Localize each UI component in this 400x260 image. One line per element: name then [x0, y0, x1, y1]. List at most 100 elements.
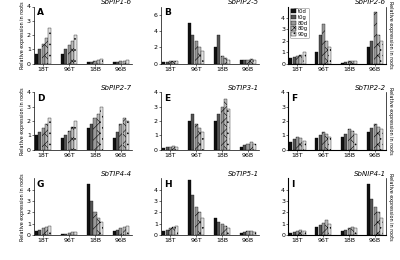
- Bar: [198, 128, 201, 150]
- Bar: [166, 230, 168, 235]
- Text: C: C: [291, 8, 298, 17]
- Bar: [348, 229, 351, 235]
- Bar: [351, 227, 354, 235]
- Bar: [354, 229, 357, 235]
- Bar: [348, 129, 351, 149]
- Bar: [198, 212, 201, 235]
- Bar: [64, 233, 67, 235]
- Bar: [370, 128, 373, 150]
- Bar: [162, 62, 165, 64]
- Y-axis label: Relative expression in roots: Relative expression in roots: [388, 1, 393, 69]
- Bar: [162, 148, 165, 150]
- Text: G: G: [37, 180, 44, 189]
- Bar: [42, 229, 45, 235]
- Bar: [341, 231, 344, 235]
- Bar: [322, 223, 325, 235]
- Bar: [48, 28, 51, 64]
- Bar: [94, 212, 96, 235]
- Bar: [172, 61, 175, 64]
- Bar: [328, 137, 332, 150]
- Bar: [240, 233, 243, 235]
- Bar: [68, 233, 71, 235]
- Bar: [341, 63, 344, 64]
- Bar: [253, 60, 256, 64]
- Bar: [227, 229, 230, 235]
- Bar: [293, 232, 296, 235]
- Bar: [172, 146, 175, 150]
- Bar: [38, 132, 42, 150]
- Bar: [246, 60, 250, 64]
- Bar: [302, 141, 306, 150]
- Bar: [370, 199, 373, 235]
- Bar: [302, 231, 306, 235]
- Bar: [113, 231, 116, 235]
- Bar: [224, 226, 227, 235]
- Bar: [100, 222, 103, 235]
- Y-axis label: Relative expression in roots: Relative expression in roots: [20, 1, 25, 69]
- Bar: [126, 60, 129, 64]
- Bar: [344, 62, 348, 64]
- Bar: [97, 60, 100, 64]
- Bar: [126, 121, 129, 150]
- Bar: [377, 35, 380, 64]
- Bar: [116, 62, 119, 64]
- Bar: [367, 184, 370, 235]
- Bar: [188, 23, 191, 64]
- Bar: [61, 234, 64, 235]
- Bar: [176, 147, 178, 150]
- Bar: [94, 61, 96, 64]
- Bar: [61, 138, 64, 149]
- Bar: [322, 132, 325, 150]
- Bar: [188, 121, 191, 150]
- Bar: [94, 118, 96, 150]
- Bar: [253, 144, 256, 149]
- Y-axis label: Relative expression in roots: Relative expression in roots: [20, 173, 25, 240]
- Bar: [71, 41, 74, 64]
- Y-axis label: Relative expression in roots: Relative expression in roots: [388, 173, 393, 240]
- Bar: [38, 49, 42, 64]
- Bar: [45, 227, 48, 235]
- Bar: [74, 35, 77, 64]
- Bar: [38, 230, 42, 235]
- Bar: [221, 107, 224, 150]
- Bar: [214, 218, 217, 235]
- Bar: [302, 52, 306, 64]
- Bar: [201, 132, 204, 150]
- Bar: [243, 145, 246, 150]
- Bar: [374, 124, 377, 150]
- Bar: [48, 118, 51, 150]
- Bar: [315, 52, 318, 64]
- Bar: [166, 147, 168, 150]
- Bar: [221, 224, 224, 235]
- Bar: [192, 35, 194, 64]
- Bar: [380, 129, 383, 149]
- Bar: [74, 232, 77, 235]
- Bar: [42, 128, 45, 150]
- Bar: [192, 195, 194, 235]
- Bar: [380, 218, 383, 235]
- Bar: [162, 231, 165, 235]
- Bar: [246, 231, 250, 235]
- Text: SbNIP4-1: SbNIP4-1: [354, 171, 386, 177]
- Bar: [169, 229, 172, 235]
- Bar: [299, 55, 302, 64]
- Bar: [48, 226, 51, 235]
- Bar: [296, 231, 299, 235]
- Bar: [224, 99, 227, 150]
- Bar: [71, 232, 74, 235]
- Bar: [195, 41, 198, 64]
- Bar: [201, 51, 204, 64]
- Bar: [119, 124, 122, 150]
- Bar: [195, 207, 198, 235]
- Bar: [100, 59, 103, 64]
- Bar: [221, 56, 224, 64]
- Bar: [68, 131, 71, 150]
- Bar: [217, 114, 220, 150]
- Text: D: D: [37, 94, 44, 103]
- Bar: [169, 147, 172, 150]
- Bar: [250, 59, 253, 64]
- Bar: [201, 218, 204, 235]
- Bar: [240, 60, 243, 64]
- Bar: [74, 121, 77, 150]
- Text: F: F: [291, 94, 297, 103]
